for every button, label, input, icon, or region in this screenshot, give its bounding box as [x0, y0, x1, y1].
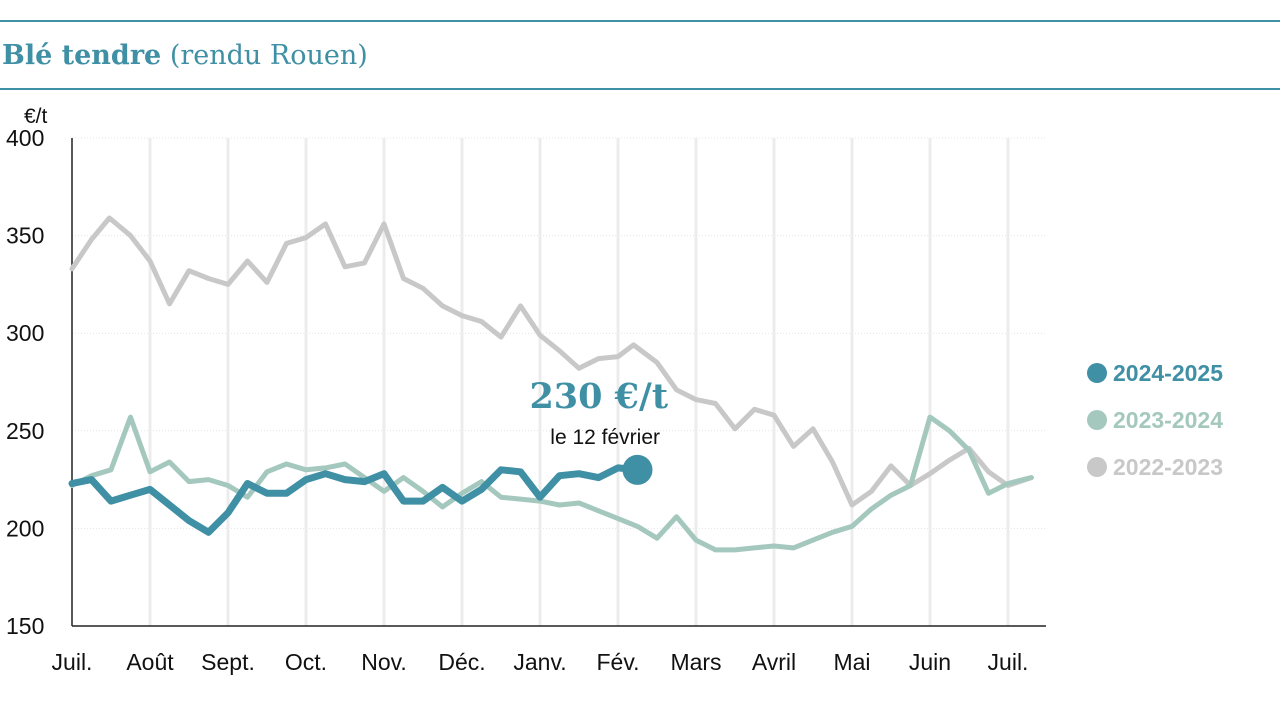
series-line-2024-2025 — [68, 464, 641, 536]
chart-title: Blé tendre (rendu Rouen) — [2, 40, 368, 71]
title-rule — [0, 88, 1280, 90]
y-tick-label: 350 — [6, 223, 44, 249]
series-line-2023-2024 — [69, 414, 1034, 553]
annotation-dot — [622, 454, 653, 485]
y-tick-label: 250 — [6, 418, 44, 444]
x-tick-label: Juin — [909, 649, 951, 675]
chart-title-bold: Blé tendre — [2, 40, 162, 71]
legend: 2024-2025 2023-2024 2022-2023 — [1087, 360, 1223, 480]
x-tick-label: Déc. — [438, 649, 485, 675]
legend-label-2023-2024: 2023-2024 — [1113, 407, 1223, 433]
annotation: 230 €/t le 12 février — [529, 376, 668, 485]
axes — [71, 138, 1046, 627]
legend-label-2022-2023: 2022-2023 — [1113, 454, 1223, 480]
x-tick-label: Sept. — [201, 649, 255, 675]
x-tick-label: Fév. — [596, 649, 639, 675]
y-tick-label: 200 — [6, 515, 44, 541]
series-lines — [68, 215, 1034, 553]
x-tick-label: Avril — [752, 649, 796, 675]
annotation-value: 230 €/t — [529, 376, 668, 417]
y-tick-labels: 400 350 300 250 200 150 — [6, 125, 44, 639]
x-tick-label: Mars — [670, 649, 721, 675]
x-tick-labels: Juil. Août Sept. Oct. Nov. Déc. Janv. Fév. Mars A… — [52, 649, 1029, 675]
y-tick-label: 400 — [6, 125, 44, 151]
chart-title-rest: (rendu Rouen) — [169, 40, 368, 71]
x-tick-label: Nov. — [361, 649, 407, 675]
legend-marker-2023-2024 — [1087, 410, 1107, 430]
series-line-2022-2023 — [69, 215, 1034, 508]
legend-marker-2022-2023 — [1087, 457, 1107, 477]
x-tick-label: Juil. — [988, 649, 1029, 675]
x-tick-label: Oct. — [285, 649, 327, 675]
grid — [72, 137, 1046, 626]
y-axis-unit: €/t — [24, 105, 48, 128]
x-tick-label: Juil. — [52, 649, 93, 675]
x-tick-label: Mai — [833, 649, 870, 675]
y-tick-label: 300 — [6, 320, 44, 346]
legend-marker-2024-2025 — [1087, 363, 1107, 383]
x-tick-label: Janv. — [513, 649, 566, 675]
legend-label-2024-2025: 2024-2025 — [1113, 360, 1223, 386]
top-rule — [0, 20, 1280, 22]
annotation-date: le 12 février — [550, 426, 660, 449]
y-tick-label: 150 — [6, 613, 44, 639]
x-tick-label: Août — [126, 649, 174, 675]
